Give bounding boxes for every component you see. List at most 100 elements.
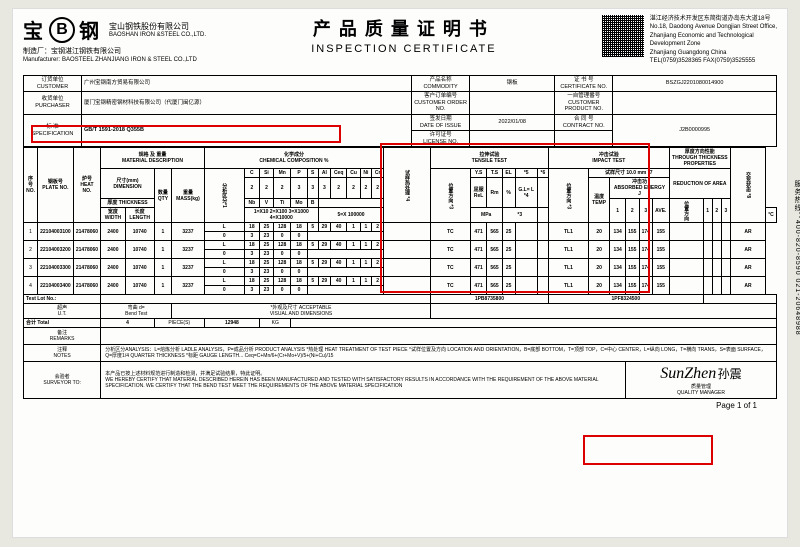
chem-mn: Mn bbox=[273, 169, 291, 178]
col-width: 宽度WIDTH bbox=[101, 208, 125, 223]
chem-si: Si bbox=[260, 169, 274, 178]
addr-line: 湛江经济技术开发区东简街道办岛东大道18号 bbox=[650, 15, 777, 23]
chem-ceq: Ceq bbox=[330, 169, 346, 178]
mfr-cn: 宝钢湛江钢铁有限公司 bbox=[51, 48, 121, 55]
purchaser-value: 厦门宝钢精密钢材科技有限公司（代厦门闽亿源） bbox=[82, 92, 412, 115]
cert-label: 证 书 号CERTIFICATE NO. bbox=[555, 76, 613, 92]
brand-block: 宝 B 钢 宝山钢铁股份有限公司 BAOSHAN IRON &STEEL CO.… bbox=[23, 15, 206, 63]
manufacturer: 制造厂：宝钢湛江钢铁有限公司 Manufacturer: BAOSTEEL ZH… bbox=[23, 46, 206, 63]
col-plate: 钢板号PLATE NO. bbox=[38, 148, 74, 223]
qm-label: 质量管理QUALITY MANAGER bbox=[677, 384, 725, 396]
product-label: 产品名称COMMODITY bbox=[412, 76, 470, 92]
col-seq: 序号NO. bbox=[24, 148, 38, 223]
chem-scale2: 5=X 100000 bbox=[318, 208, 383, 223]
address: 湛江经济技术开发区东简街道办岛东大道18号 No.18, Daodong Ave… bbox=[650, 15, 777, 65]
chem-ti: Ti bbox=[273, 199, 291, 208]
rel-label: 屈服ReL bbox=[470, 178, 487, 208]
col-analysis: 分析区分*1 bbox=[204, 169, 244, 223]
col-loc2: 位置方向 *3 bbox=[548, 169, 588, 223]
lot1: 1PB8735800 bbox=[430, 295, 548, 304]
customer-label: 订货单位CUSTOMER bbox=[24, 76, 82, 92]
chem-b: B bbox=[307, 199, 318, 208]
company-cn: 宝山钢铁股份有限公司 bbox=[109, 21, 206, 32]
addr-line: Zhanjiang Economic and Technological bbox=[650, 32, 777, 40]
chem-p: P bbox=[291, 169, 307, 178]
total-mass: 12948 bbox=[204, 319, 259, 328]
qr-address-block: 湛江经济技术开发区东简街道办岛东大道18号 No.18, Daodong Ave… bbox=[602, 15, 777, 65]
chem-cr: Cr bbox=[372, 169, 384, 178]
license-label: 许可证号LICENSE NO. bbox=[412, 131, 470, 147]
chem-c: C bbox=[244, 169, 259, 178]
col-heat: 炉号HEAT NO. bbox=[73, 148, 101, 223]
col-length: 长度LENGTH bbox=[125, 208, 154, 223]
t-ys: Y.S bbox=[470, 169, 487, 178]
spec-label: 标 准SPECIFICATION bbox=[24, 114, 82, 146]
chem-cu: Cu bbox=[347, 169, 360, 178]
addr-line: Development Zone bbox=[650, 40, 777, 48]
signature: SunZhen bbox=[660, 365, 716, 382]
spec-value: GB/T 1591-2018 Q355B bbox=[82, 114, 412, 146]
bend-label: 弯曲 d=Bend Test bbox=[101, 304, 172, 319]
table-row: 1221040031002147806024001074013237L18251… bbox=[24, 223, 777, 232]
col-energy: 冲击功ABSORBED ENERGY J bbox=[610, 178, 669, 199]
remarks-value bbox=[101, 328, 777, 345]
col-impact-grp: 冲击试验IMPACT TEST bbox=[548, 148, 669, 169]
cert-statement: 本产品已按上述材料规范进行制造和检测，并满足试验结果，特此证明。WE HEREB… bbox=[101, 362, 626, 398]
table-row: 4221040034002147806024001074013237L18251… bbox=[24, 277, 777, 286]
date-label: 签发日期DATE OF ISSUE bbox=[412, 114, 470, 130]
test-lot-label: Test Lot No.: bbox=[24, 295, 101, 304]
t-ts: T.S bbox=[487, 169, 502, 178]
total-qty: 4 bbox=[101, 319, 155, 328]
info-table: 订货单位CUSTOMER 广州宝钢南方贸易有限公司 产品名称COMMODITY … bbox=[23, 75, 777, 147]
mfr-label-en: Manufacturer: bbox=[23, 57, 60, 63]
purchaser-label: 收货单位PURCHASER bbox=[24, 92, 82, 115]
surveyor-label: 会验者SURVEYOR TO: bbox=[24, 362, 101, 398]
col-loc: 位置方向 *3 bbox=[430, 169, 470, 223]
chem-s: S bbox=[307, 169, 318, 178]
date-value: 2022/01/08 bbox=[470, 114, 555, 130]
total-label: 合计 Total bbox=[24, 319, 101, 328]
header: 宝 B 钢 宝山钢铁股份有限公司 BAOSHAN IRON &STEEL CO.… bbox=[23, 15, 777, 75]
license-value bbox=[470, 131, 555, 147]
brand-cn-left: 宝 bbox=[23, 15, 45, 44]
order-label: 客户订单编号CUSTOMER ORDER NO. bbox=[412, 92, 470, 115]
chem-al: Al bbox=[318, 169, 330, 178]
cert-value: BSZGJ2201080014900 bbox=[613, 76, 777, 92]
mfr-en: BAOSTEEL ZHANJIANG IRON & STEEL CO.,LTD bbox=[62, 57, 197, 63]
chem-nb: Nb bbox=[244, 199, 259, 208]
service-hotline: 服务热线：400-820-8590 021-20648988 bbox=[792, 180, 800, 336]
col-treat: 试样热处理 *4 bbox=[384, 148, 431, 223]
chem-mo: Mo bbox=[291, 199, 307, 208]
mpa: MPa bbox=[470, 208, 502, 223]
total-pcs: PIECE(S) bbox=[154, 319, 204, 328]
lot2: 1PF8324500 bbox=[548, 295, 703, 304]
col-thick-grp: 厚度方向性能THROUGH THICKNESS PROPERTIES bbox=[669, 148, 730, 169]
remarks-label: 备注REMARKS bbox=[24, 328, 101, 345]
t-5: *5 bbox=[515, 169, 537, 178]
contract-label: 合 同 号CONTRACT NO. bbox=[555, 114, 613, 130]
logo-icon: B bbox=[49, 17, 75, 43]
page-number: Page 1 of 1 bbox=[23, 401, 777, 410]
mfr-label-cn: 制造厂： bbox=[23, 48, 51, 55]
col-dim-grp: 规格 及 重量MATERIAL DESCRIPTION bbox=[101, 148, 205, 169]
impact-size: 试样尺寸 10.0 mm *7 bbox=[588, 169, 669, 178]
notes-label: 注释NOTES bbox=[24, 345, 101, 362]
chem-scale: 1=X10 2=X100 3=X1000 4=X10000 bbox=[244, 208, 318, 223]
col-thickness: 厚度 THICKNESS bbox=[101, 199, 155, 208]
addr-line: Zhanjiang Guangdong China bbox=[650, 49, 777, 57]
t-el: EL bbox=[502, 169, 515, 178]
col-delivery: 交货状态 *8 bbox=[731, 148, 766, 223]
main-data-table: 序号NO. 钢板号PLATE NO. 炉号HEAT NO. 规格 及 重量MAT… bbox=[23, 147, 777, 398]
qr-code-icon bbox=[602, 15, 644, 57]
col-tensile-grp: 拉伸试验TENSILE TEST bbox=[430, 148, 548, 169]
signature-cn: 孙震 bbox=[718, 367, 742, 381]
title-block: 产品质量证明书 INSPECTION CERTIFICATE bbox=[311, 15, 496, 55]
certificate-sheet: 宝 B 钢 宝山钢铁股份有限公司 BAOSHAN IRON &STEEL CO.… bbox=[12, 8, 788, 538]
table-row: 3221040033002147806024001074013237L18251… bbox=[24, 259, 777, 268]
col-reduction: REDUCTION OF AREA bbox=[669, 169, 730, 199]
company-en: BAOSHAN IRON &STEEL CO.,LTD. bbox=[109, 32, 206, 38]
order-value bbox=[470, 92, 555, 115]
highlight-box-signature bbox=[583, 435, 713, 465]
total-kg: KG bbox=[260, 319, 291, 328]
cust-product-value bbox=[613, 92, 777, 115]
